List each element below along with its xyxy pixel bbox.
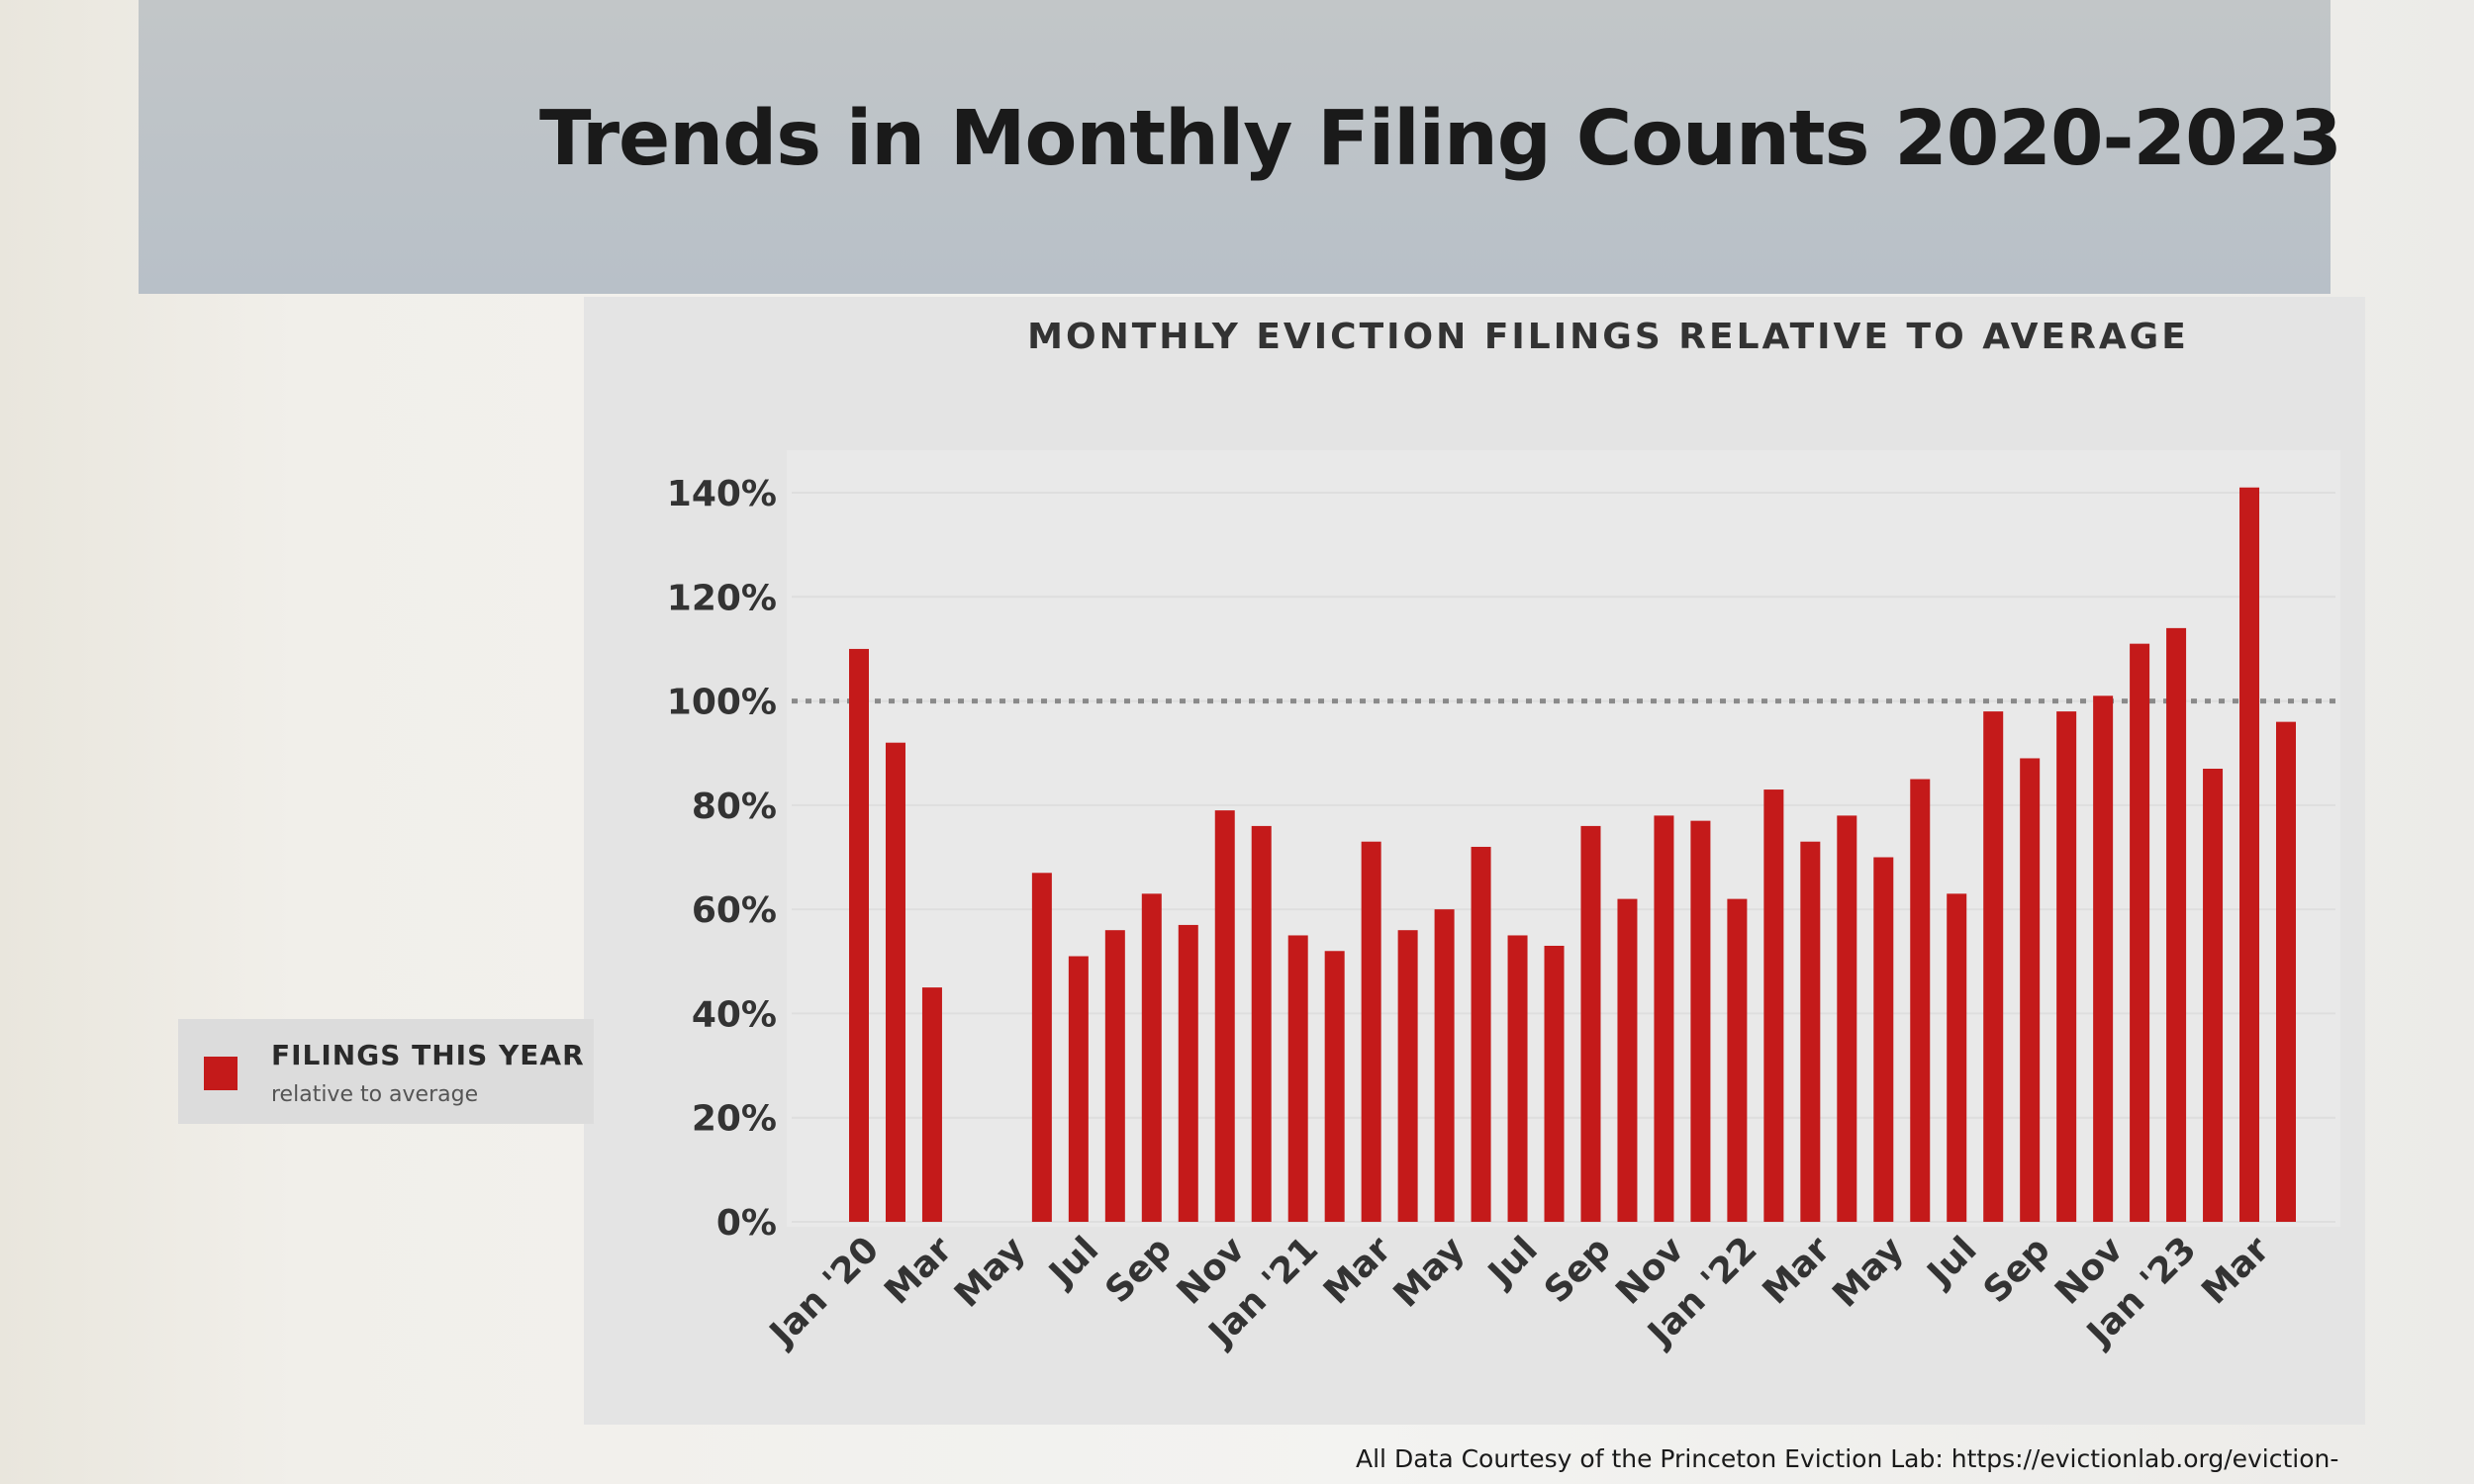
bar-24 — [1727, 898, 1748, 1222]
bar-39 — [2276, 721, 2296, 1222]
x-tick-label-0: Jan '20 — [760, 1229, 887, 1355]
bar-7 — [1104, 930, 1125, 1222]
bars-layer — [849, 487, 2296, 1222]
x-tick-label-15: Jul — [1918, 1229, 1984, 1295]
legend-label: FILINGS THIS YEAR — [271, 1039, 585, 1071]
bar-16 — [1434, 909, 1455, 1222]
bar-26 — [1800, 841, 1821, 1222]
legend-swatch — [204, 1057, 238, 1090]
bar-35 — [2130, 643, 2150, 1222]
bar-9 — [1178, 924, 1198, 1222]
x-tick-label-1: Mar — [877, 1229, 960, 1312]
bar-1 — [885, 742, 905, 1222]
x-tick-label-4: Sep — [1097, 1229, 1180, 1311]
bar-28 — [1873, 857, 1894, 1222]
bar-34 — [2093, 696, 2114, 1222]
y-axis: 0% 20% 40% 60% 80% 100% 120% 140% — [667, 474, 777, 1244]
chart-title: MONTHLY EVICTION FILINGS RELATIVE TO AVE… — [1027, 317, 2189, 357]
bar-20 — [1580, 825, 1601, 1222]
bar-19 — [1544, 945, 1565, 1222]
bar-0 — [849, 648, 869, 1222]
bar-17 — [1471, 846, 1491, 1222]
slide-header — [139, 0, 2331, 294]
bar-23 — [1690, 820, 1711, 1222]
bar-25 — [1763, 789, 1784, 1222]
x-tick-label-13: Mar — [1756, 1229, 1839, 1312]
y-tick-label-4: 80% — [692, 787, 777, 827]
bar-15 — [1397, 930, 1418, 1222]
bar-11 — [1251, 825, 1272, 1222]
x-tick-label-8: May — [1386, 1229, 1473, 1315]
y-tick-label-3: 60% — [692, 890, 777, 931]
bar-27 — [1837, 815, 1857, 1222]
y-tick-label-6: 120% — [667, 578, 777, 618]
slide-title: Trends in Monthly Filing Counts 2020-202… — [539, 95, 2342, 183]
x-tick-label-10: Sep — [1537, 1229, 1619, 1311]
bar-29 — [1910, 779, 1931, 1222]
bar-31 — [1983, 711, 2004, 1222]
y-tick-label-2: 40% — [692, 994, 777, 1035]
bar-30 — [1947, 893, 1967, 1222]
x-tick-label-3: Jul — [1040, 1229, 1106, 1295]
bar-33 — [2056, 711, 2077, 1222]
legend: FILINGS THIS YEAR relative to average — [178, 1019, 594, 1124]
y-tick-label-5: 100% — [667, 683, 777, 723]
bar-37 — [2203, 769, 2224, 1222]
x-tick-label-2: May — [947, 1229, 1033, 1315]
x-tick-label-16: Sep — [1976, 1229, 2058, 1311]
x-tick-label-9: Jul — [1478, 1229, 1545, 1295]
y-tick-label-7: 140% — [667, 474, 777, 514]
bar-13 — [1324, 951, 1345, 1222]
bar-36 — [2166, 627, 2187, 1222]
bar-18 — [1507, 935, 1528, 1222]
bar-14 — [1361, 841, 1381, 1222]
bar-6 — [1068, 956, 1089, 1222]
bar-32 — [2020, 758, 2041, 1222]
x-tick-label-19: Mar — [2194, 1229, 2277, 1312]
y-tick-label-1: 20% — [692, 1099, 777, 1140]
x-tick-label-7: Mar — [1316, 1229, 1399, 1312]
bar-10 — [1214, 810, 1235, 1222]
y-tick-label-0: 0% — [716, 1203, 777, 1244]
x-tick-label-14: May — [1825, 1229, 1911, 1315]
bar-38 — [2239, 487, 2260, 1222]
bar-2 — [921, 987, 942, 1222]
bar-21 — [1617, 898, 1638, 1222]
bar-8 — [1141, 893, 1162, 1222]
bar-22 — [1654, 815, 1674, 1222]
bar-5 — [1031, 873, 1052, 1222]
source-note: All Data Courtesy of the Princeton Evict… — [1356, 1444, 2339, 1473]
bar-12 — [1287, 935, 1308, 1222]
legend-sublabel: relative to average — [271, 1082, 479, 1107]
